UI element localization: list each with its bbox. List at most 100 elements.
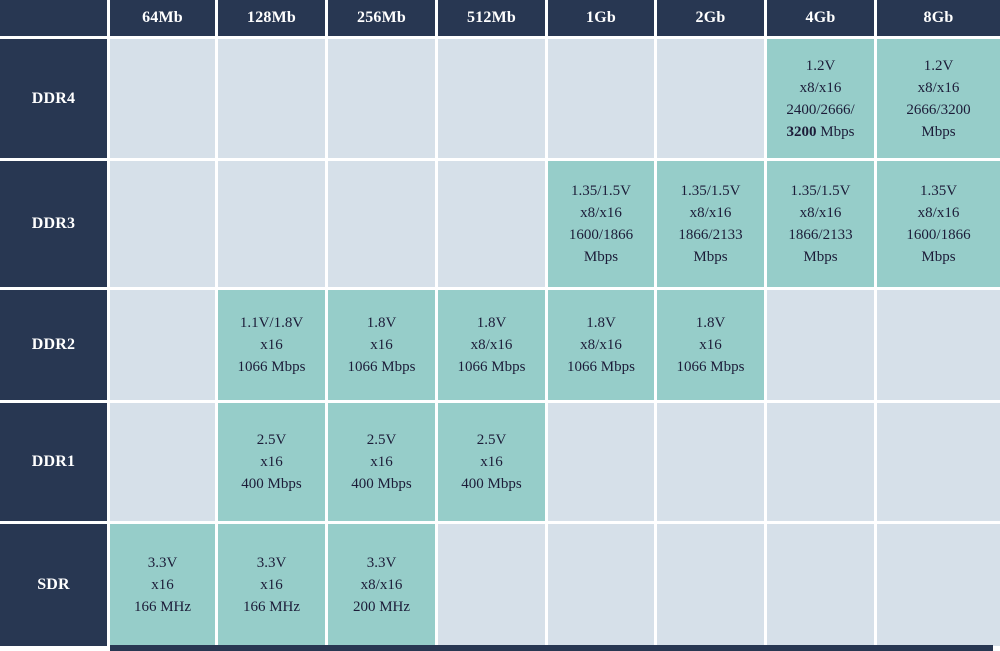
- cell-text-line: x8/x16: [799, 79, 842, 96]
- cell-text-line: x8/x16: [360, 577, 403, 593]
- column-header-2gb: 2Gb: [657, 0, 764, 36]
- cell-text-line: x8/x16: [470, 337, 513, 353]
- cell-text-line: x8/x16: [689, 205, 732, 221]
- cell-text-line: 2.5V: [476, 432, 507, 448]
- cell-text-line: Mbps: [921, 249, 956, 265]
- cell-sdr-1gb: [548, 524, 654, 646]
- cell-sdr-256mb: 3.3V x8/x16 200 MHz: [328, 524, 435, 646]
- column-header-4gb: 4Gb: [767, 0, 874, 36]
- cell-text-line: x8/x16: [917, 79, 960, 96]
- cell-text-line: x16: [370, 454, 393, 470]
- cell-text-line: 1.2V: [923, 57, 954, 74]
- cell-text-line: x16: [151, 577, 174, 593]
- cell-sdr-64mb: 3.3V x16 166 MHz: [110, 524, 215, 646]
- cell-text-line: 2666/3200: [906, 101, 971, 118]
- cell-text-line: x16: [699, 337, 722, 353]
- cell-text-line: 1066 Mbps: [237, 359, 306, 375]
- cell-text-line: 1.1V/1.8V: [239, 315, 304, 331]
- cell-sdr-8gb: [877, 524, 1000, 646]
- cell-sdr-128mb: 3.3V x16 166 MHz: [218, 524, 325, 646]
- cell-ddr4-64mb: [110, 39, 215, 158]
- cell-text-line: Mbps: [693, 249, 728, 265]
- cell-text-line: 1066 Mbps: [347, 359, 416, 375]
- cell-ddr1-1gb: [548, 403, 654, 521]
- cell-text-line: 400 Mbps: [351, 476, 412, 492]
- cell-text-line: Mbps: [921, 123, 956, 140]
- cell-ddr3-8gb: 1.35V x8/x16 1600/1866 Mbps: [877, 161, 1000, 287]
- cell-ddr3-1gb: 1.35/1.5V x8/x16 1600/1866 Mbps: [548, 161, 654, 287]
- cell-text-line: 1600/1866: [906, 227, 971, 243]
- cell-ddr4-512mb: [438, 39, 545, 158]
- cell-ddr1-128mb: 2.5V x16 400 Mbps: [218, 403, 325, 521]
- row-header-ddr2: DDR2: [0, 290, 107, 400]
- column-header-128mb: 128Mb: [218, 0, 325, 36]
- cell-ddr2-4gb: [767, 290, 874, 400]
- column-header-8gb: 8Gb: [877, 0, 1000, 36]
- cell-ddr1-4gb: [767, 403, 874, 521]
- cell-text-line: 1.8V: [366, 315, 397, 331]
- cell-text-line: 200 MHz: [352, 599, 411, 615]
- cell-text-line: 2.5V: [366, 432, 397, 448]
- cell-ddr2-2gb: 1.8V x16 1066 Mbps: [657, 290, 764, 400]
- cell-text-line: 1066 Mbps: [567, 359, 635, 375]
- cell-text-line: 3.3V: [256, 555, 287, 571]
- cell-text-line: 1866/2133: [678, 227, 743, 243]
- cell-ddr3-128mb: [218, 161, 325, 287]
- cell-sdr-4gb: [767, 524, 874, 646]
- cell-ddr1-2gb: [657, 403, 764, 521]
- cell-ddr4-256mb: [328, 39, 435, 158]
- cell-ddr3-2gb: 1.35/1.5V x8/x16 1866/2133 Mbps: [657, 161, 764, 287]
- cell-ddr3-4gb: 1.35/1.5V x8/x16 1866/2133 Mbps: [767, 161, 874, 287]
- column-header-64mb: 64Mb: [110, 0, 215, 36]
- cell-text-line: 1066 Mbps: [676, 359, 745, 375]
- column-header-256mb: 256Mb: [328, 0, 435, 36]
- cell-text-line: 1.35/1.5V: [680, 183, 741, 199]
- cell-ddr2-256mb: 1.8V x16 1066 Mbps: [328, 290, 435, 400]
- row-header-ddr4: DDR4: [0, 39, 107, 158]
- cell-text-line: 1.8V: [695, 315, 726, 331]
- cell-text-line: 1.8V: [476, 315, 507, 331]
- cell-ddr4-4gb: 1.2V x8/x16 2400/2666/3200 Mbps: [767, 39, 874, 158]
- cell-ddr3-256mb: [328, 161, 435, 287]
- cell-ddr1-8gb: [877, 403, 1000, 521]
- cell-text-line: 3200 Mbps: [786, 123, 855, 140]
- cell-text-line: x16: [260, 577, 283, 593]
- cell-text-line: 1.2V: [805, 57, 836, 74]
- cell-text-line: 1.8V: [586, 315, 616, 331]
- row-header-ddr3: DDR3: [0, 161, 107, 287]
- cell-text-line: 166 MHz: [133, 599, 192, 615]
- row-header-ddr1: DDR1: [0, 403, 107, 521]
- row-header-sdr: SDR: [0, 524, 107, 646]
- cell-text-line: 1.35/1.5V: [571, 183, 631, 199]
- cell-text-line: Mbps: [583, 249, 619, 265]
- column-header-512mb: 512Mb: [438, 0, 545, 36]
- cell-ddr4-1gb: [548, 39, 654, 158]
- cell-text-line: 400 Mbps: [461, 476, 522, 492]
- cell-text-line: 1066 Mbps: [457, 359, 526, 375]
- cell-text-line: 400 Mbps: [241, 476, 302, 492]
- cell-ddr1-512mb: 2.5V x16 400 Mbps: [438, 403, 545, 521]
- cell-text-line: x16: [260, 454, 283, 470]
- cell-text-line: 1600/1866: [568, 227, 634, 243]
- cell-text-line: Mbps: [803, 249, 838, 265]
- cell-ddr2-128mb: 1.1V/1.8V x16 1066 Mbps: [218, 290, 325, 400]
- cell-text-line: 3.3V: [147, 555, 178, 571]
- cell-ddr4-2gb: [657, 39, 764, 158]
- cell-ddr3-512mb: [438, 161, 545, 287]
- cell-ddr4-8gb: 1.2V x8/x16 2666/3200 Mbps: [877, 39, 1000, 158]
- cell-ddr1-64mb: [110, 403, 215, 521]
- column-header-1gb: 1Gb: [548, 0, 654, 36]
- cell-ddr4-128mb: [218, 39, 325, 158]
- cell-ddr3-64mb: [110, 161, 215, 287]
- cell-text-line: 1866/2133: [788, 227, 853, 243]
- cell-text-line: x16: [370, 337, 393, 353]
- cell-ddr1-256mb: 2.5V x16 400 Mbps: [328, 403, 435, 521]
- cell-sdr-512mb: [438, 524, 545, 646]
- cell-text-line: x8/x16: [580, 337, 622, 353]
- cell-text-line: x8/x16: [580, 205, 622, 221]
- cell-text-line: x16: [480, 454, 503, 470]
- cell-ddr2-512mb: 1.8V x8/x16 1066 Mbps: [438, 290, 545, 400]
- cell-text-line: 166 MHz: [242, 599, 301, 615]
